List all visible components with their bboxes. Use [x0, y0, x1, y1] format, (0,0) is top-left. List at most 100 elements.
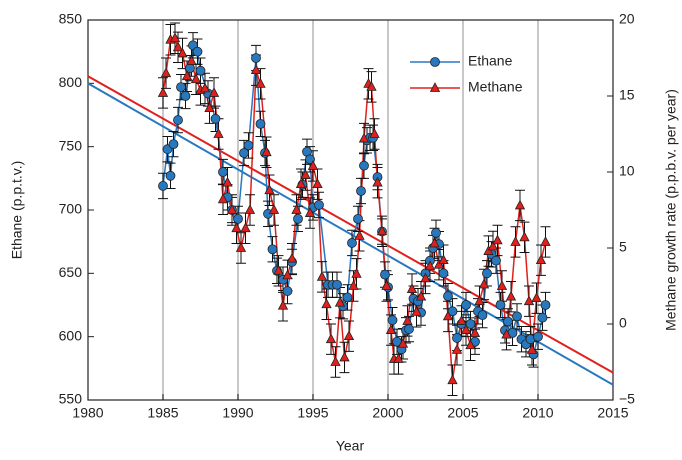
marker	[217, 193, 229, 204]
y2-tick-label: 0	[619, 315, 627, 331]
marker	[514, 199, 526, 210]
legend-marker	[429, 82, 441, 92]
marker	[442, 310, 454, 321]
y2-tick-label: −5	[619, 391, 635, 407]
marker	[411, 305, 422, 316]
marker	[420, 272, 431, 283]
marker	[535, 254, 547, 265]
marker	[438, 268, 449, 279]
marker	[172, 41, 184, 52]
marker	[213, 128, 224, 138]
marker	[531, 292, 542, 303]
marker	[397, 337, 409, 348]
marker	[482, 268, 492, 279]
marker	[243, 140, 254, 151]
marker	[372, 176, 383, 187]
marker	[495, 300, 506, 310]
marker	[415, 290, 427, 301]
marker	[268, 204, 280, 214]
marker	[358, 132, 370, 143]
marker	[393, 353, 404, 363]
marker	[474, 295, 485, 306]
x-tick-label: 1995	[297, 405, 328, 421]
marker	[438, 254, 449, 265]
marker	[487, 240, 499, 251]
marker	[387, 315, 398, 326]
y2-tick-label: 10	[619, 163, 635, 179]
marker	[501, 328, 512, 339]
marker	[348, 280, 359, 290]
marker	[208, 87, 220, 97]
marker	[369, 128, 380, 138]
marker	[255, 77, 266, 88]
y-tick-label: 700	[59, 201, 83, 217]
marker	[359, 160, 369, 171]
marker	[523, 295, 535, 306]
marker	[244, 204, 256, 214]
marker	[181, 70, 193, 81]
marker	[478, 278, 490, 289]
x-tick-label: 1985	[147, 405, 178, 421]
y2-tick-label: 5	[619, 239, 627, 255]
legend-label: Ethane	[468, 53, 513, 69]
marker	[406, 283, 418, 293]
marker	[239, 148, 249, 158]
marker	[460, 324, 472, 334]
marker	[240, 222, 251, 233]
marker	[264, 184, 275, 195]
marker	[304, 207, 316, 217]
marker	[533, 331, 543, 342]
y-tick-label: 800	[59, 74, 83, 90]
marker	[291, 204, 302, 214]
marker	[537, 312, 548, 323]
marker	[447, 374, 458, 385]
marker	[510, 236, 521, 246]
marker	[404, 324, 414, 334]
marker	[477, 310, 488, 321]
marker	[314, 200, 324, 210]
marker	[226, 204, 238, 214]
y2-tick-label: 15	[619, 87, 635, 103]
marker	[347, 238, 357, 248]
legend-marker	[430, 57, 440, 67]
marker	[177, 47, 188, 58]
marker	[165, 170, 176, 181]
marker	[461, 300, 471, 310]
marker	[222, 176, 233, 187]
marker	[540, 300, 551, 310]
marker	[158, 181, 168, 191]
y-tick-label: 850	[59, 11, 83, 27]
marker	[168, 139, 179, 150]
marker	[451, 343, 463, 354]
marker	[218, 167, 228, 177]
marker	[519, 231, 530, 242]
marker	[250, 64, 262, 75]
marker	[300, 169, 311, 179]
legend-label: Methane	[468, 79, 523, 95]
x-tick-label: 1990	[222, 405, 253, 421]
marker	[325, 333, 337, 344]
marker	[491, 255, 501, 266]
x-tick-label: 1980	[72, 405, 103, 421]
x-tick-label: 2010	[522, 405, 553, 421]
marker	[267, 244, 278, 255]
marker	[282, 269, 293, 280]
marker	[496, 280, 508, 290]
marker	[376, 225, 388, 236]
x-axis-label: Year	[336, 438, 365, 454]
marker	[204, 102, 215, 113]
marker	[385, 324, 397, 334]
marker	[342, 292, 353, 303]
marker	[332, 279, 342, 290]
marker	[334, 296, 346, 307]
marker	[339, 351, 350, 362]
marker	[251, 53, 261, 63]
marker	[199, 82, 211, 93]
y-tick-label: 550	[59, 391, 83, 407]
marker	[452, 333, 462, 343]
marker	[233, 213, 243, 224]
marker	[277, 299, 289, 310]
marker	[429, 237, 440, 248]
marker	[173, 115, 183, 125]
